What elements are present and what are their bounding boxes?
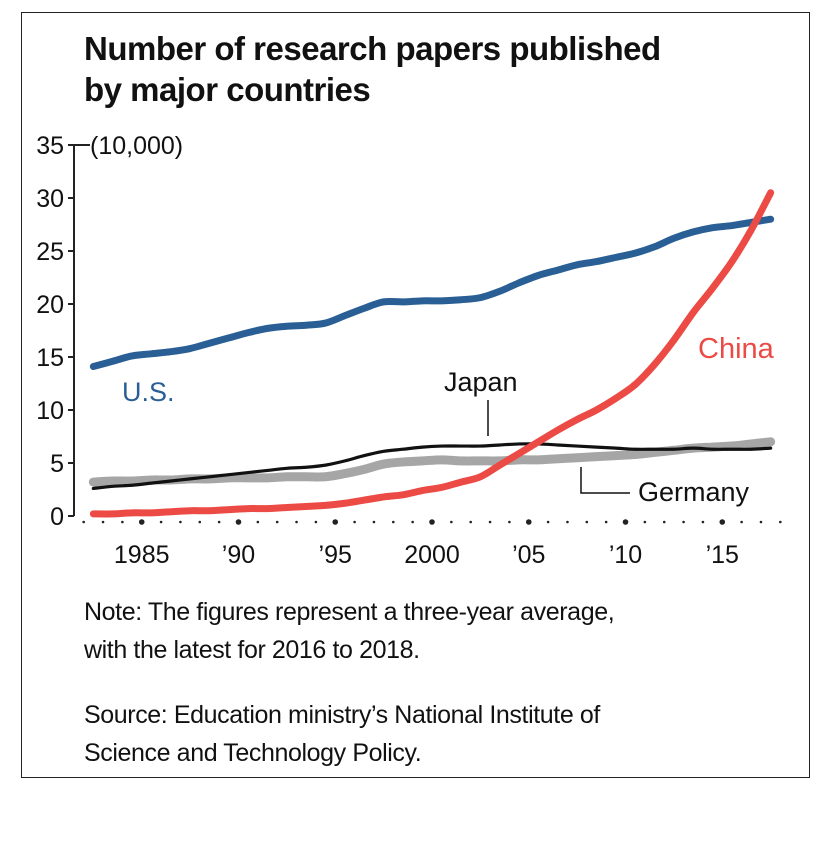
- chart-title-line-2: by major countries: [84, 71, 371, 108]
- x-minor-tick: [546, 520, 550, 524]
- x-minor-tick: [295, 520, 298, 524]
- series-label-us: U.S.: [122, 377, 175, 407]
- x-major-tick: [622, 519, 629, 525]
- x-minor-tick: [450, 520, 453, 524]
- y-tick-label: 5: [50, 450, 64, 478]
- y-unit-label: (10,000): [90, 132, 183, 160]
- x-minor-tick: [469, 520, 473, 524]
- series-label-china: China: [698, 333, 775, 365]
- series-line-germany: [88, 437, 776, 487]
- x-minor-tick: [662, 520, 666, 524]
- x-minor-tick: [217, 520, 221, 524]
- x-minor-tick: [353, 520, 356, 524]
- x-major-tick: [138, 519, 145, 525]
- x-tick-label: ’90: [222, 541, 255, 569]
- x-tick-label: ’95: [319, 541, 352, 569]
- x-minor-tick: [604, 520, 608, 524]
- note-line-1: Note: The figures represent a three-year…: [84, 598, 615, 626]
- y-tick-label: 25: [36, 238, 64, 266]
- x-minor-tick: [740, 520, 743, 524]
- series-line-us: [89, 215, 775, 371]
- x-minor-tick: [779, 520, 782, 524]
- x-tick-label: ’05: [512, 541, 545, 569]
- x-minor-tick: [82, 520, 85, 524]
- y-tick-label: 35: [36, 132, 64, 160]
- x-major-tick: [429, 519, 435, 525]
- x-minor-tick: [508, 520, 511, 524]
- y-ticks: 0 5 10 15 20 25 30 35: [36, 132, 74, 531]
- y-tick-label: 20: [36, 291, 64, 319]
- chart-frame: [21, 12, 810, 778]
- series-label-germany: Germany: [638, 477, 750, 507]
- chart-title-line-1: Number of research papers published: [84, 30, 661, 67]
- y-tick-label: 10: [36, 397, 64, 425]
- y-tick-label: 30: [36, 185, 64, 213]
- x-minor-tick: [682, 520, 685, 524]
- note-line-2: with the latest for 2016 to 2018.: [84, 636, 420, 664]
- chart-title: Number of research papers published by m…: [84, 28, 784, 110]
- x-minor-tick: [391, 520, 395, 524]
- x-minor-tick: [372, 520, 376, 524]
- x-tick-label: ’10: [609, 541, 642, 569]
- x-axis-dots: [82, 519, 782, 525]
- germany-leader-line: [580, 467, 630, 494]
- chart-note: Note: The figures represent a three-year…: [84, 593, 794, 669]
- x-minor-tick: [759, 520, 763, 524]
- axes: (10,000) 0 5 10 15 20 25 30 35 1985 ’90 ’95 2000 ’0…: [36, 132, 782, 569]
- x-minor-tick: [643, 520, 647, 524]
- x-minor-tick: [198, 520, 202, 524]
- x-minor-tick: [101, 520, 105, 524]
- x-minor-tick: [585, 520, 589, 524]
- x-major-tick: [235, 519, 242, 525]
- series-lines: [88, 189, 776, 518]
- series-line-china: [89, 189, 775, 518]
- y-tick-label: 15: [36, 344, 64, 372]
- x-minor-tick: [566, 520, 569, 524]
- x-tick-label: 2000: [404, 541, 460, 569]
- series-line-japan: [91, 442, 773, 491]
- chart-source: Source: Education ministry’s National In…: [84, 696, 794, 772]
- x-minor-tick: [256, 520, 260, 524]
- source-line-1: Source: Education ministry’s National In…: [84, 701, 600, 729]
- y-tick-label: 0: [50, 503, 64, 531]
- source-line-2: Science and Technology Policy.: [84, 739, 422, 767]
- x-tick-label: 1985: [114, 541, 170, 569]
- series-label-japan: Japan: [444, 367, 518, 397]
- x-minor-tick: [159, 520, 163, 524]
- x-major-tick: [332, 519, 339, 525]
- x-minor-tick: [411, 520, 414, 524]
- x-major-tick: [719, 519, 726, 525]
- series-labels: U.S. China Japan Germany: [122, 333, 775, 507]
- x-minor-tick: [701, 520, 705, 524]
- x-minor-tick: [314, 520, 318, 524]
- x-tick-labels: 1985 ’90 ’95 2000 ’05 ’10 ’15: [114, 541, 739, 569]
- x-major-tick: [525, 519, 532, 525]
- x-minor-tick: [488, 520, 492, 524]
- x-minor-tick: [275, 520, 279, 524]
- x-minor-tick: [121, 520, 124, 524]
- x-minor-tick: [179, 520, 182, 524]
- x-tick-label: ’15: [706, 541, 739, 569]
